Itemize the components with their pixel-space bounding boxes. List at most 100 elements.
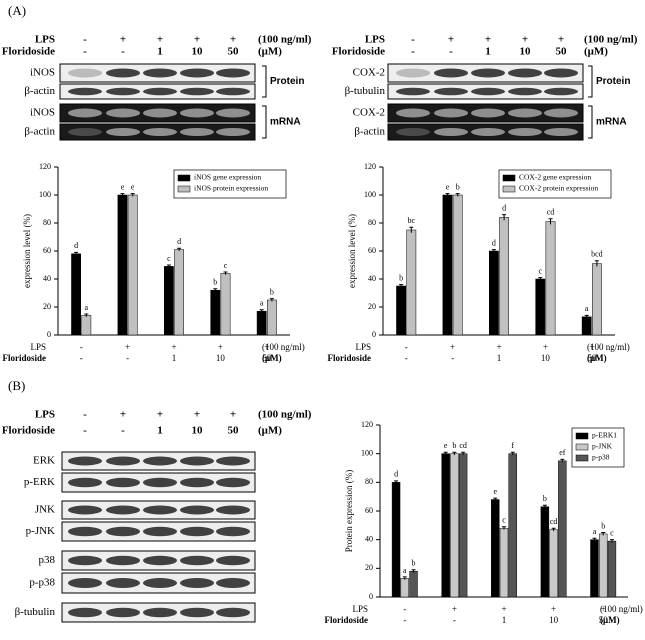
row-label: β-actin xyxy=(354,126,385,138)
blot-band xyxy=(216,477,250,488)
treatment-value: + xyxy=(501,604,506,614)
bar xyxy=(491,499,500,598)
row-label: COX-2 xyxy=(353,107,385,119)
treatment-value: 10 xyxy=(216,353,226,363)
treatment-value: 1 xyxy=(172,353,177,363)
bar xyxy=(499,527,509,598)
treatment-unit: (μM) xyxy=(600,615,620,625)
bar xyxy=(256,310,267,336)
blot-band xyxy=(68,477,102,488)
bar xyxy=(396,285,406,336)
row-label: p-JNK xyxy=(26,525,55,537)
treatment-value: - xyxy=(405,353,408,363)
bar xyxy=(164,266,174,336)
treatment-value: - xyxy=(80,353,83,363)
significance-letter: a xyxy=(85,303,89,312)
blot-band xyxy=(471,68,505,78)
blot-band xyxy=(106,555,140,566)
legend-swatch xyxy=(575,432,589,440)
bar xyxy=(71,253,81,336)
treatment-value: + xyxy=(157,34,163,46)
legend-box xyxy=(173,169,287,199)
y-axis-label: expression level (%) xyxy=(347,214,357,288)
treatment-value: - xyxy=(83,409,87,421)
error-bar xyxy=(130,193,135,197)
error-bar xyxy=(394,480,399,484)
blot-band xyxy=(106,87,140,96)
row-label: β-actin xyxy=(24,126,55,138)
treatment-value: + xyxy=(125,342,130,352)
significance-letter: d xyxy=(177,237,181,246)
blot-band xyxy=(216,578,250,588)
blot-band xyxy=(68,607,102,618)
treatment-value: - xyxy=(83,425,87,437)
significance-letter: d xyxy=(74,241,78,250)
blot-band xyxy=(180,505,214,515)
error-bar xyxy=(269,298,274,302)
blot-band xyxy=(434,87,468,96)
blot-band xyxy=(143,87,177,96)
treatment-value: + xyxy=(450,342,455,352)
blot-band xyxy=(396,128,430,136)
blot-band xyxy=(106,68,140,78)
blot-band xyxy=(143,526,177,537)
treatment-value: - xyxy=(411,46,415,58)
significance-letter: c xyxy=(539,266,543,275)
row-label: iNOS xyxy=(30,67,55,79)
blot-band xyxy=(143,505,177,515)
blot-band xyxy=(508,128,542,136)
significance-letter: cd xyxy=(550,517,558,526)
y-tick-label: 60 xyxy=(368,246,376,255)
blot-band xyxy=(68,456,102,466)
bar xyxy=(409,570,418,598)
significance-letter: a xyxy=(593,527,597,536)
error-bar xyxy=(411,569,416,573)
blot-band xyxy=(471,108,505,118)
treatment-value: 1 xyxy=(485,46,491,58)
blot-band xyxy=(471,128,505,136)
blot-band xyxy=(106,505,140,515)
blot-band xyxy=(180,87,214,96)
treatment-name: Floridoside xyxy=(2,46,55,58)
bar xyxy=(489,250,499,336)
bar xyxy=(441,453,450,598)
blot-band xyxy=(68,68,102,78)
y-tick-label: 20 xyxy=(368,302,376,311)
significance-letter: b xyxy=(399,273,403,282)
bracket xyxy=(588,65,593,98)
y-tick-label: 20 xyxy=(365,563,373,572)
error-bar xyxy=(609,539,614,543)
significance-letter: e xyxy=(446,182,450,191)
blot-band xyxy=(216,456,250,466)
y-tick-label: 100 xyxy=(361,448,373,457)
blot-band xyxy=(68,526,102,537)
blot-band xyxy=(396,108,430,118)
blot-band xyxy=(68,108,102,118)
blot-band xyxy=(434,128,468,136)
treatment-value: 1 xyxy=(502,615,507,625)
significance-letter: f xyxy=(511,441,514,450)
blot-band xyxy=(68,505,102,515)
group-label: Protein xyxy=(596,76,630,87)
significance-letter: b xyxy=(270,287,274,296)
treatment-value: 50 xyxy=(228,425,240,437)
bar xyxy=(81,315,92,336)
row-label: JNK xyxy=(35,504,55,516)
treatment-unit: (μM) xyxy=(258,46,282,58)
blot-band xyxy=(180,128,214,136)
treatment-name: LPS xyxy=(352,604,368,614)
treatment-value: + xyxy=(485,34,491,46)
treatment-value: - xyxy=(80,342,83,352)
treatment-unit: (100 ng/ml) xyxy=(258,34,312,46)
significance-letter: c xyxy=(167,254,171,263)
error-bar xyxy=(213,288,218,292)
treatment-value: 10 xyxy=(541,353,551,363)
blot-band xyxy=(544,68,578,78)
y-tick-label: 120 xyxy=(364,162,376,171)
error-bar xyxy=(443,451,448,456)
error-bar xyxy=(502,526,506,530)
error-bar xyxy=(510,451,515,456)
significance-letter: e xyxy=(131,182,135,191)
error-bar xyxy=(402,576,407,580)
